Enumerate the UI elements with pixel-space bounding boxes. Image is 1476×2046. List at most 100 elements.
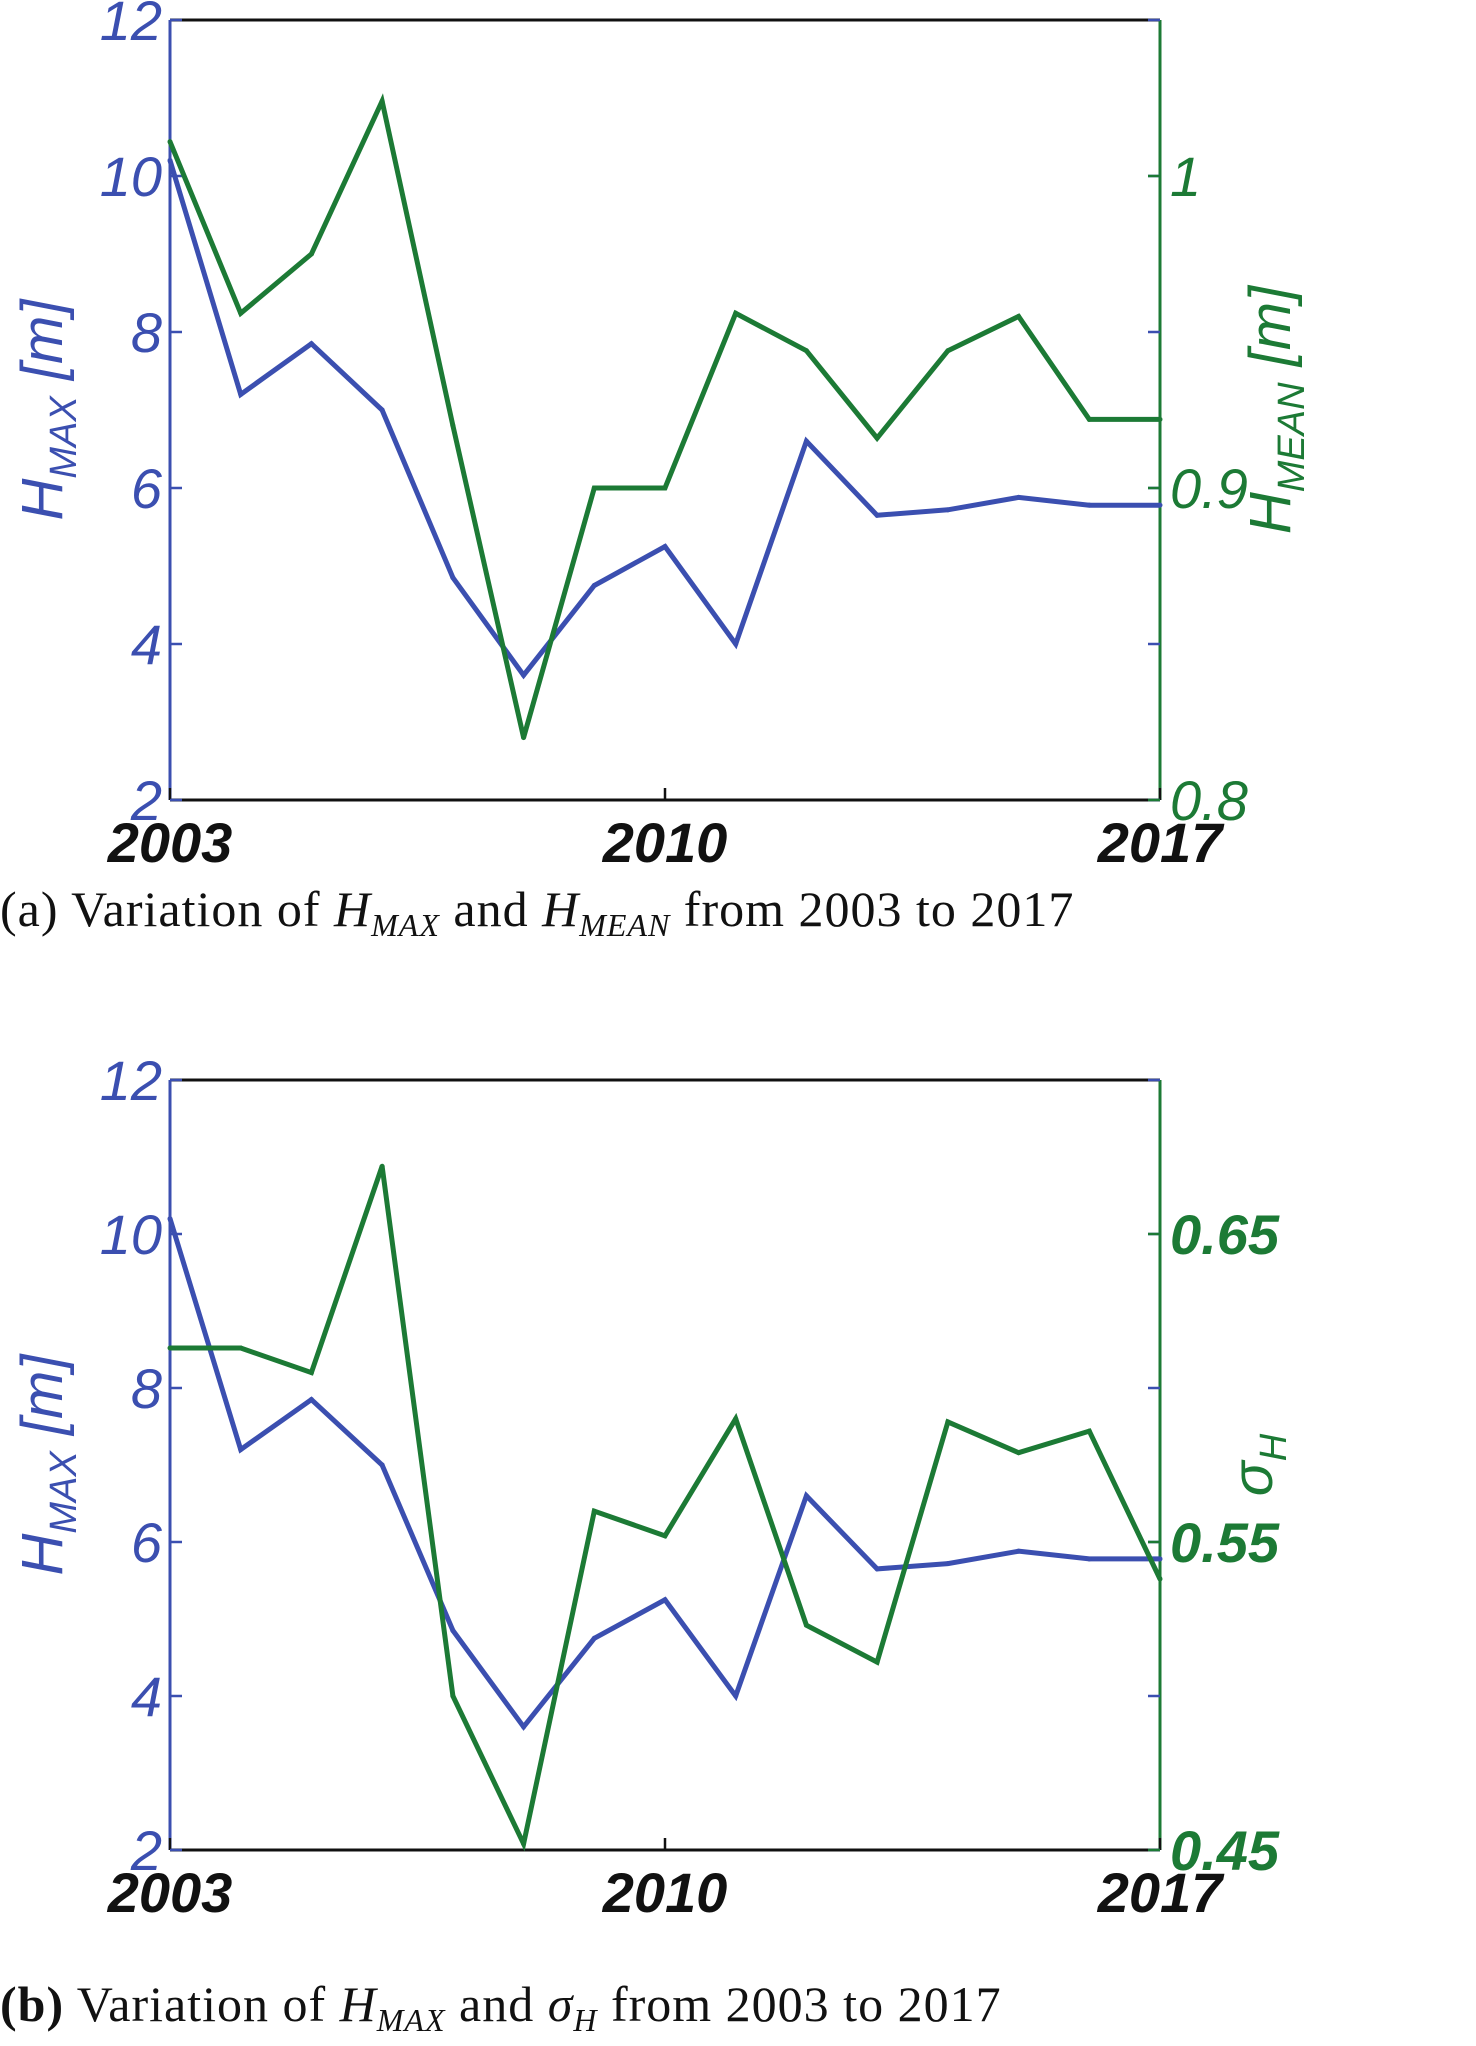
caption-a-var1: H (334, 881, 372, 937)
right-tick-label: 1 (1170, 145, 1201, 208)
left-axis-label-main: H (10, 478, 75, 520)
caption-b-var2-sub: H (573, 2002, 598, 2038)
data-point-h-mean (803, 348, 809, 354)
data-point-h-max (662, 1597, 668, 1603)
x-tick-label: 2010 (602, 811, 728, 874)
data-point-sigma-h (803, 1622, 809, 1628)
left-tick-label: 2 (130, 769, 162, 832)
data-point-h-mean (662, 485, 668, 491)
data-point-h-max (238, 1447, 244, 1453)
right-tick-label: 0.8 (1170, 769, 1248, 832)
data-point-h-max (945, 507, 951, 513)
x-tick-label: 2003 (107, 811, 233, 874)
caption-a-var2: H (542, 881, 580, 937)
caption-b-var1-sub: MAX (376, 2002, 446, 2038)
data-point-h-max (733, 641, 739, 647)
caption-a-text-2: and (439, 881, 543, 937)
data-point-h-max (450, 575, 456, 581)
data-point-sigma-h (308, 1370, 314, 1376)
data-point-h-max (1086, 502, 1092, 508)
data-point-h-mean (945, 348, 951, 354)
caption-a-prefix: (a) (0, 881, 59, 937)
caption-a-text-1: Variation of (58, 881, 335, 937)
series-line-sigma-h (170, 1165, 1163, 1852)
caption-b-text-3: from 2003 to 2017 (597, 1976, 1002, 2032)
caption-b-text-2: and (445, 1976, 548, 2032)
right-tick-label: 0.55 (1170, 1511, 1280, 1574)
data-point-sigma-h (167, 1345, 173, 1351)
caption-a-var1-sub: MAX (371, 907, 440, 943)
left-tick-label: 6 (131, 457, 163, 520)
data-point-h-mean (733, 310, 739, 316)
left-tick-label: 8 (131, 1357, 162, 1420)
data-point-sigma-h (521, 1841, 527, 1847)
left-axis-label-sub: MAX (43, 1450, 85, 1534)
right-axis-label-sub: H (1253, 1433, 1295, 1461)
data-point-h-mean (308, 251, 314, 257)
data-point-h-max (167, 1216, 173, 1222)
data-point-h-mean (450, 423, 456, 429)
right-axis-label-main: σ (1220, 1459, 1285, 1496)
data-point-sigma-h (1086, 1428, 1092, 1434)
data-point-sigma-h (1016, 1450, 1022, 1456)
left-tick-label: 10 (100, 1203, 162, 1266)
caption-b-var2: σ (547, 1976, 574, 2032)
caption-b-text-1: Variation of (64, 1976, 340, 2032)
left-axis-label-sub: MAX (43, 395, 85, 479)
left-tick-label: 8 (131, 301, 162, 364)
right-axis-label-unit: [m] (1238, 284, 1303, 383)
data-point-h-max (308, 341, 314, 347)
data-point-h-max (803, 438, 809, 444)
data-point-h-mean (1157, 416, 1163, 422)
right-tick-label: 0.45 (1170, 1819, 1280, 1882)
data-point-h-max (1086, 1556, 1092, 1562)
data-point-h-mean (379, 98, 385, 104)
data-point-h-max (591, 1635, 597, 1641)
data-point-h-max (379, 1462, 385, 1468)
data-point-h-mean (167, 139, 173, 145)
left-axis-label: HMAX [m] (10, 1353, 85, 1576)
left-tick-label: 12 (100, 1060, 162, 1112)
data-point-h-max (521, 672, 527, 678)
caption-b: (b) Variation of HMAX and σH from 2003 t… (0, 1975, 1476, 2039)
data-point-sigma-h (1157, 1576, 1163, 1582)
data-point-h-max (1157, 502, 1163, 508)
left-tick-label: 4 (131, 613, 162, 676)
data-point-h-max (238, 391, 244, 397)
x-tick-label: 2003 (107, 1861, 233, 1924)
data-point-h-max (803, 1493, 809, 1499)
data-point-sigma-h (591, 1508, 597, 1514)
data-point-h-max (167, 157, 173, 163)
left-axis-label: HMAX [m] (10, 298, 85, 521)
left-tick-label: 12 (100, 0, 162, 52)
data-point-h-max (662, 544, 668, 549)
data-point-sigma-h (238, 1345, 244, 1351)
data-point-h-max (450, 1628, 456, 1634)
data-point-h-max (379, 407, 385, 413)
data-point-h-max (945, 1561, 951, 1567)
data-point-sigma-h (733, 1416, 739, 1422)
data-point-sigma-h (945, 1419, 951, 1425)
data-point-h-max (1157, 1556, 1163, 1562)
caption-a-text-3: from 2003 to 2017 (670, 881, 1075, 937)
left-tick-label: 4 (131, 1665, 162, 1728)
data-point-h-mean (591, 485, 597, 491)
left-tick-label: 2 (130, 1819, 162, 1882)
caption-a-var2-sub: MEAN (579, 907, 671, 943)
caption-b-prefix: (b) (0, 1976, 65, 2032)
data-point-h-max (874, 1566, 880, 1572)
data-point-h-mean (1086, 416, 1092, 422)
right-axis-label: σH (1220, 1433, 1295, 1496)
data-point-h-mean (238, 310, 244, 316)
left-tick-label: 6 (131, 1511, 163, 1574)
data-point-sigma-h (450, 1693, 456, 1699)
x-tick-label: 2010 (602, 1861, 728, 1924)
data-point-h-mean (1016, 313, 1022, 319)
caption-b-var1: H (339, 1976, 377, 2032)
data-point-h-max (874, 512, 880, 518)
data-point-sigma-h (379, 1163, 385, 1169)
data-point-sigma-h (662, 1533, 668, 1539)
caption-a: (a) Variation of HMAX and HMEAN from 200… (0, 880, 1476, 944)
